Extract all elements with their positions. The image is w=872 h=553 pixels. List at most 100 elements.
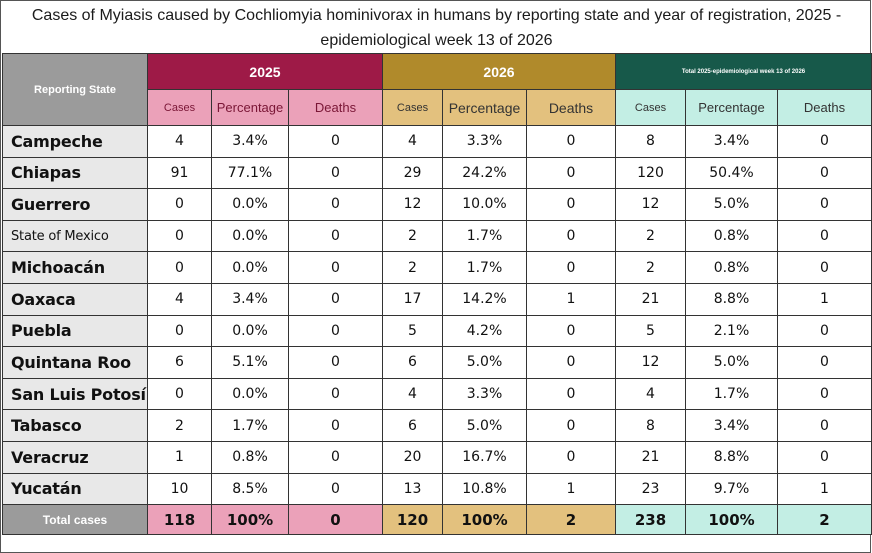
state-name-cell: Campeche [2,125,148,158]
deaths-total-cell: 0 [776,251,872,284]
cases-2025-cell: 0 [147,314,212,348]
deaths-2025-cell: 0 [288,440,383,474]
total-cases-2025: 118 [147,504,212,536]
cases-2025-cell: 0 [147,251,212,284]
percentage-total-cell: 5.0% [685,188,778,221]
total-deaths-2026: 2 [526,504,616,536]
deaths-2026-cell: 1 [526,282,616,316]
table-row: Campeche 4 3.4% 0 4 3.3% 0 8 3.4% 0 [2,125,872,158]
table-row: Quintana Roo 6 5.1% 0 6 5.0% 0 12 5.0% 0 [2,346,872,379]
state-column-header: Reporting State [2,53,148,126]
deaths-total-cell: 0 [776,377,872,411]
deaths-2026-cell: 0 [526,377,616,411]
table-row: Veracruz 1 0.8% 0 20 16.7% 0 21 8.8% 0 [2,440,872,474]
cases-2025-cell: 1 [147,440,212,474]
table-row: Michoacán 0 0.0% 0 2 1.7% 0 2 0.8% 0 [2,251,872,284]
deaths-2026-cell: 1 [526,472,616,506]
cases-2025-cell: 0 [147,188,212,221]
table-body: Campeche 4 3.4% 0 4 3.3% 0 8 3.4% 0 Chiapas 91 77.1%… [2,125,872,506]
cases-total-cell: 8 [615,125,686,158]
percentage-total-cell: 5.0% [685,346,778,379]
deaths-total-cell: 0 [776,346,872,379]
subheader-deaths-total: Deaths [776,89,872,126]
cases-2026-cell: 13 [382,472,443,506]
deaths-2026-cell: 0 [526,314,616,348]
percentage-total-cell: 8.8% [685,440,778,474]
total-deaths-2025: 0 [288,504,383,536]
cases-2026-cell: 6 [382,409,443,442]
percentage-total-cell: 0.8% [685,251,778,284]
deaths-2026-cell: 0 [526,251,616,284]
cases-2025-cell: 10 [147,472,212,506]
table-row: Puebla 0 0.0% 0 5 4.2% 0 5 2.1% 0 [2,314,872,348]
cases-total-cell: 4 [615,377,686,411]
cases-2026-cell: 20 [382,440,443,474]
state-name-cell: Oaxaca [2,282,148,316]
deaths-total-cell: 1 [776,472,872,506]
cases-total-cell: 8 [615,409,686,442]
total-label: Total cases [2,504,148,536]
total-percentage-overall: 100% [685,504,778,536]
cases-total-cell: 23 [615,472,686,506]
cases-2026-cell: 2 [382,251,443,284]
deaths-total-cell: 1 [776,282,872,316]
deaths-2025-cell: 0 [288,409,383,442]
cases-2025-cell: 0 [147,219,212,253]
subheader-percentage-2025: Percentage [211,89,289,126]
deaths-2025-cell: 0 [288,125,383,158]
percentage-2025-cell: 1.7% [211,409,289,442]
cases-total-cell: 2 [615,251,686,284]
percentage-2026-cell: 10.0% [442,188,527,221]
percentage-2025-cell: 0.0% [211,251,289,284]
subheader-percentage-total: Percentage [685,89,778,126]
total-cases-2026: 120 [382,504,443,536]
table-row: San Luis Potosí 0 0.0% 0 4 3.3% 0 4 1.7% 0 [2,377,872,411]
subheader-deaths-2026: Deaths [526,89,616,126]
percentage-2025-cell: 0.0% [211,377,289,411]
state-name-cell: San Luis Potosí [2,377,148,411]
cases-2026-cell: 17 [382,282,443,316]
subheader-cases-2025: Cases [147,89,212,126]
cases-2025-cell: 4 [147,125,212,158]
percentage-2026-cell: 24.2% [442,156,527,190]
table-row: Chiapas 91 77.1% 0 29 24.2% 0 120 50.4% 0 [2,156,872,190]
table-row: Tabasco 2 1.7% 0 6 5.0% 0 8 3.4% 0 [2,409,872,442]
total-row: Total cases 118 100% 0 120 100% 2 238 10… [2,504,872,536]
deaths-2025-cell: 0 [288,156,383,190]
deaths-total-cell: 0 [776,314,872,348]
deaths-2026-cell: 0 [526,188,616,221]
state-name-cell: Tabasco [2,409,148,442]
deaths-2025-cell: 0 [288,377,383,411]
cases-2026-cell: 12 [382,188,443,221]
deaths-2025-cell: 0 [288,346,383,379]
cases-2026-cell: 29 [382,156,443,190]
cases-total-cell: 21 [615,440,686,474]
percentage-2025-cell: 8.5% [211,472,289,506]
percentage-2026-cell: 3.3% [442,377,527,411]
state-name-cell: Veracruz [2,440,148,474]
percentage-2026-cell: 5.0% [442,409,527,442]
percentage-total-cell: 2.1% [685,314,778,348]
cases-2025-cell: 6 [147,346,212,379]
deaths-2026-cell: 0 [526,346,616,379]
group-header-2025: 2025 [147,53,383,90]
total-percentage-2026: 100% [442,504,527,536]
percentage-2025-cell: 0.0% [211,314,289,348]
table-row: Yucatán 10 8.5% 0 13 10.8% 1 23 9.7% 1 [2,472,872,506]
deaths-total-cell: 0 [776,188,872,221]
cases-total-cell: 12 [615,346,686,379]
percentage-2026-cell: 1.7% [442,219,527,253]
state-name-cell: Guerrero [2,188,148,221]
percentage-2026-cell: 16.7% [442,440,527,474]
cases-table: Reporting State 2025 2026 Total 2025-epi… [2,53,872,536]
percentage-total-cell: 9.7% [685,472,778,506]
group-header-total: Total 2025-epidemiological week 13 of 20… [614,53,872,90]
percentage-2026-cell: 3.3% [442,125,527,158]
cases-2026-cell: 5 [382,314,443,348]
percentage-2025-cell: 0.0% [211,219,289,253]
deaths-2025-cell: 0 [288,219,383,253]
report-title: Cases of Myiasis caused by Cochliomyia h… [31,7,842,49]
deaths-2026-cell: 0 [526,219,616,253]
cases-2026-cell: 6 [382,346,443,379]
